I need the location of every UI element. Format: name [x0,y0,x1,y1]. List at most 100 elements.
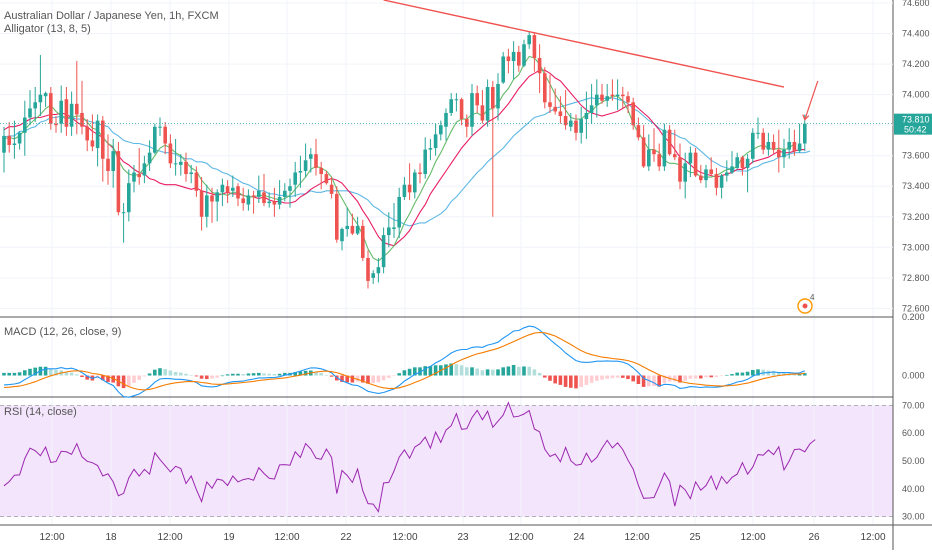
candle-body [215,192,219,202]
candle-body [433,134,438,149]
candle-body [496,83,500,109]
macd-histogram-bar [293,372,297,376]
macd-histogram-bar [350,375,355,383]
candle-body [553,106,557,112]
candle-body [23,117,27,133]
candle-body [777,149,781,158]
macd-histogram-bar [475,368,479,376]
chart-title: Australian Dollar / Japanese Yen, 1h, FX… [4,10,219,22]
macd-histogram-bar [797,374,802,376]
price-badge-countdown: 50:42 [904,125,927,135]
macd-histogram-bar [730,374,734,376]
price-tick-label: 72.800 [902,273,930,283]
candle-body [480,105,485,121]
candle-body [163,126,167,144]
macd-histogram-bar [23,370,27,376]
candle-body [439,125,443,135]
candle-body [704,169,708,181]
macd-histogram-bar [54,369,58,376]
candle-body [153,126,157,153]
rsi-label[interactable]: RSI (14, close) [4,406,77,418]
candle-body [693,152,698,176]
candle-body [127,183,131,213]
candle-body [402,184,407,197]
macd-histogram-bar [147,373,152,376]
candle-body [309,154,313,159]
candle-body [366,257,370,281]
macd-histogram-bar [64,372,69,376]
x-tick-label: 12:00 [624,532,649,543]
candle-body [43,93,48,97]
macd-histogram-bar [683,375,687,381]
macd-histogram-bar [402,370,407,376]
candle-body [652,149,656,155]
candle-body [173,163,178,165]
macd-histogram-bar [121,375,126,389]
candle-body [225,186,230,193]
rsi-tick-label: 70.00 [902,400,925,410]
macd-histogram-bar [241,374,245,376]
macd-histogram-bar [600,375,604,380]
macd-histogram-bar [236,373,240,376]
macd-histogram-bar [735,372,739,376]
candle-body [475,93,479,106]
candle-body [454,99,459,101]
candle-body [64,99,69,127]
candle-body [688,152,693,164]
candle-body [277,196,282,205]
macd-histogram-bar [163,369,167,376]
macd-histogram-bar [517,366,521,376]
candle-body [236,186,240,199]
candle-body [350,225,355,234]
candle-body [199,190,204,217]
macd-histogram-bar [257,372,261,376]
candle-body [543,73,547,103]
macd-label[interactable]: MACD (12, 26, close, 9) [4,326,122,338]
macd-histogram-bar [699,375,703,379]
macd-histogram-bar [610,375,615,379]
x-tick-label: 22 [340,532,352,543]
macd-histogram-bar [205,375,209,380]
candle-body [647,149,651,167]
macd-histogram-bar [387,375,391,378]
macd-histogram-bar [543,375,547,378]
candle-body [262,192,266,204]
macd-histogram-bar [168,370,173,376]
x-tick-label: 19 [223,532,235,543]
candle-body [709,169,713,175]
macd-histogram-bar [17,372,22,376]
candle-body [491,87,495,109]
x-tick-label: 12:00 [39,532,64,543]
price-tick-label: 73.200 [902,212,930,222]
macd-histogram-bar [303,370,308,376]
candle-body [407,184,412,193]
candle-body [90,140,95,147]
macd-histogram-bar [621,375,625,378]
macd-histogram-bar [319,372,323,376]
candle-body [397,196,401,228]
rsi-tick-label: 50.00 [902,456,925,466]
candle-body [298,170,303,173]
price-tick-label: 73.000 [902,242,930,252]
candle-body [423,149,427,175]
projection-arrowhead [802,114,810,121]
candle-body [392,227,396,229]
candle-body [527,35,531,45]
candle-body [615,94,620,97]
macd-signal-line [3,331,805,391]
macd-histogram-bar [262,373,266,376]
macd-histogram-bar [725,374,729,376]
macd-histogram-bar [589,375,594,383]
price-tick-label: 73.400 [902,181,930,191]
candle-body [756,132,760,134]
macd-histogram-bar [527,366,531,376]
macd-histogram-bar [199,375,204,379]
macd-histogram-bar [511,364,516,376]
alligator-label[interactable]: Alligator (13, 8, 5) [4,23,91,35]
candle-body [657,154,661,167]
macd-histogram-bar [85,375,89,380]
candle-body [205,195,209,217]
macd-histogram-bar [106,375,110,382]
